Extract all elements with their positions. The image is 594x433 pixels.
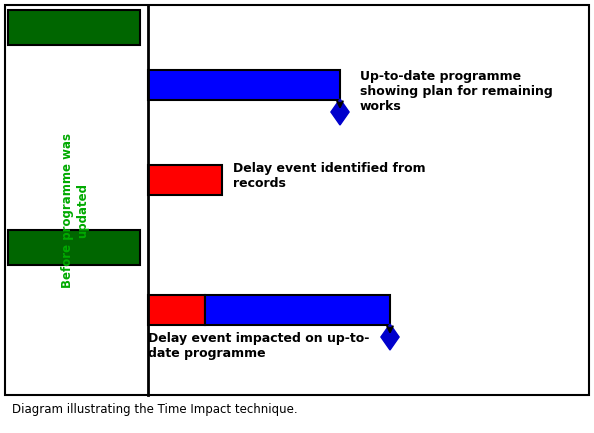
Bar [148, 295, 205, 325]
Polygon shape [381, 324, 399, 350]
Text: Delay event impacted on up-to-
date programme: Delay event impacted on up-to- date prog… [148, 332, 369, 360]
Bar [8, 230, 140, 265]
Text: Diagram illustrating the Time Impact technique.: Diagram illustrating the Time Impact tec… [12, 404, 298, 417]
Bar [8, 10, 140, 45]
Text: Before programme was
updated: Before programme was updated [61, 132, 89, 288]
Text: Delay event identified from
records: Delay event identified from records [233, 162, 426, 190]
Bar [148, 165, 222, 195]
Bar [205, 295, 390, 325]
Bar [148, 70, 340, 100]
Text: Up-to-date programme
showing plan for remaining
works: Up-to-date programme showing plan for re… [360, 70, 553, 113]
Polygon shape [331, 99, 349, 125]
